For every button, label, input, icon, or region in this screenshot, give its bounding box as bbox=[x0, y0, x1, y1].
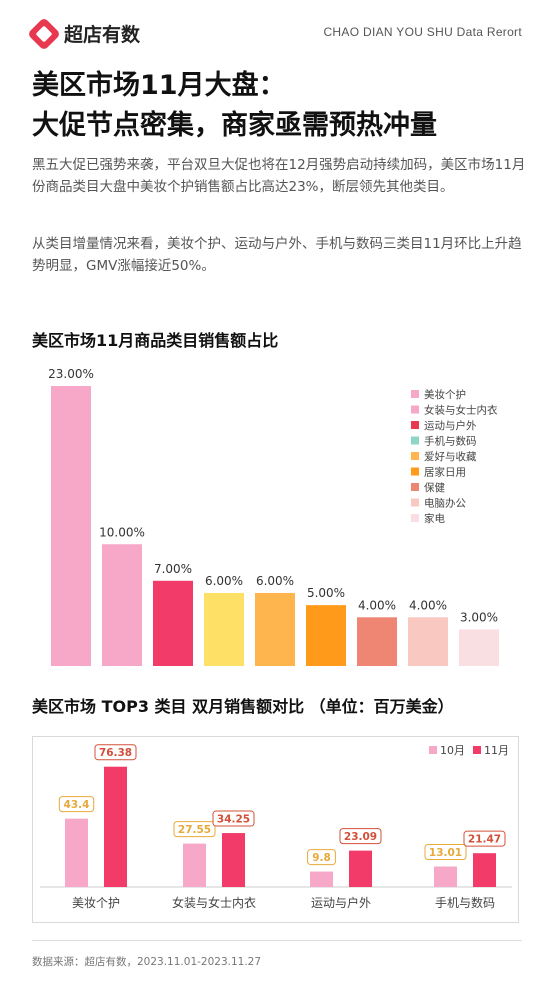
logo-text: 超店有数 bbox=[64, 24, 141, 46]
share-bar-5 bbox=[306, 605, 346, 666]
data-label-box-10月-0 bbox=[58, 796, 95, 813]
intro-paragraph-1: 黑五大促已强势来袭，平台双旦大促也将在12月强势启动持续加码，美区市场11月份商… bbox=[32, 157, 526, 195]
share-bar-1 bbox=[102, 544, 142, 666]
data-label-box-10月-1 bbox=[173, 821, 216, 838]
share-bar-8 bbox=[459, 629, 499, 666]
data-label-box-10月-3 bbox=[424, 844, 467, 861]
data-label-11月-1: 34.25 bbox=[217, 814, 250, 826]
comparison-bar-11月-1 bbox=[222, 833, 245, 887]
legend-swatch-2 bbox=[411, 421, 419, 429]
share-bar-2 bbox=[153, 580, 193, 666]
intro-paragraph-2: 从类目增量情况来看，美妆个护、运动与户外、手机与数码三类目11月环比上升趋势明显… bbox=[32, 236, 522, 274]
chart-frame bbox=[32, 736, 519, 923]
share-bar-6 bbox=[357, 617, 397, 666]
share-value-label-3: 6.00% bbox=[205, 574, 243, 588]
data-label-box-11月-2 bbox=[339, 828, 382, 845]
share-value-label-8: 3.00% bbox=[460, 610, 498, 624]
legend-swatch-6 bbox=[411, 483, 419, 491]
legend-label-8: 家电 bbox=[424, 512, 445, 525]
data-label-10月-3: 13.01 bbox=[429, 847, 462, 859]
legend-swatch-1 bbox=[411, 405, 419, 414]
legend2-swatch-0 bbox=[429, 746, 437, 754]
legend-label-1: 女装与女士内衣 bbox=[424, 404, 498, 417]
share-bar-0 bbox=[51, 386, 91, 666]
title-line-1: 美区市场11月大盘： bbox=[32, 70, 286, 101]
data-label-11月-2: 23.09 bbox=[344, 831, 377, 843]
legend2-label-0: 10月 bbox=[440, 744, 465, 757]
data-source-footer: 数据来源：超店有数，2023.11.01-2023.11.27 bbox=[32, 956, 262, 968]
page-title: 美区市场11月大盘： 大促节点密集，商家亟需预热冲量 bbox=[32, 66, 437, 146]
data-label-box-11月-0 bbox=[94, 744, 137, 761]
legend-swatch-4 bbox=[411, 452, 419, 460]
top3-comparison-chart-title: 美区市场 TOP3 类目 双月销售额对比 （单位：百万美金） bbox=[32, 697, 454, 716]
comparison-bar-11月-3 bbox=[473, 853, 496, 887]
legend-swatch-5 bbox=[411, 467, 419, 476]
top3-comparison-chart: 美妆个护 43.4 76.38 女装与女士内衣 27.55 34.25 运动与户外 9.8 23… bbox=[32, 736, 519, 923]
brand-english-name: CHAO DIAN YOU SHU Data Rerort bbox=[323, 25, 522, 39]
legend-swatch-0 bbox=[411, 390, 419, 398]
legend-swatch-8 bbox=[411, 514, 419, 522]
x-tick-label-1: 女装与女士内衣 bbox=[172, 895, 256, 910]
comparison-bar-11月-0 bbox=[104, 766, 127, 887]
share-bar-3 bbox=[204, 592, 244, 666]
share-value-label-2: 7.00% bbox=[154, 562, 192, 576]
title-line-2: 大促节点密集，商家亟需预热冲量 bbox=[32, 110, 437, 141]
data-label-10月-2: 9.8 bbox=[312, 852, 331, 864]
legend-swatch-7 bbox=[411, 498, 419, 507]
data-label-box-11月-1 bbox=[212, 810, 255, 827]
data-label-box-10月-2 bbox=[307, 849, 336, 866]
x-tick-label-2: 运动与户外 bbox=[311, 895, 371, 910]
diamond-logo-icon bbox=[27, 16, 61, 51]
header: 超店有数 CHAO DIAN YOU SHU Data Rerort bbox=[27, 16, 522, 51]
share-value-label-1: 10.00% bbox=[99, 525, 145, 539]
share-value-label-5: 5.00% bbox=[307, 586, 345, 600]
logo: 超店有数 bbox=[27, 16, 141, 51]
comparison-bar-10月-3 bbox=[434, 866, 457, 887]
legend-label-3: 手机与数码 bbox=[424, 435, 477, 448]
legend-label-2: 运动与户外 bbox=[424, 419, 477, 432]
comparison-bar-10月-1 bbox=[183, 843, 206, 887]
x-tick-label-3: 手机与数码 bbox=[435, 895, 495, 910]
legend-label-6: 保健 bbox=[424, 481, 445, 494]
share-value-label-4: 6.00% bbox=[256, 574, 294, 588]
comparison-bar-11月-2 bbox=[349, 850, 372, 887]
category-share-chart: 23.00% 10.00% 7.00% 6.00% 6.00% 5.00% 4.00% 4.0… bbox=[48, 367, 499, 666]
share-value-label-7: 4.00% bbox=[409, 598, 447, 612]
x-tick-label-0: 美妆个护 bbox=[72, 896, 120, 910]
data-label-box-11月-3 bbox=[463, 830, 506, 847]
legend-label-4: 爱好与收藏 bbox=[424, 450, 477, 463]
comparison-bar-10月-2 bbox=[310, 871, 333, 887]
legend-label-0: 美妆个护 bbox=[424, 388, 466, 401]
data-label-10月-0: 43.4 bbox=[64, 799, 90, 811]
footer-divider bbox=[32, 940, 522, 941]
comparison-bar-10月-0 bbox=[65, 818, 88, 887]
legend-label-5: 居家日用 bbox=[424, 466, 466, 479]
legend-label-7: 电脑办公 bbox=[424, 497, 466, 510]
share-value-label-0: 23.00% bbox=[48, 367, 94, 381]
share-bar-7 bbox=[408, 617, 448, 666]
data-label-11月-3: 21.47 bbox=[468, 834, 501, 846]
data-label-10月-1: 27.55 bbox=[178, 824, 211, 836]
share-value-label-6: 4.00% bbox=[358, 598, 396, 612]
category-share-chart-title: 美区市场11月商品类目销售额占比 bbox=[32, 331, 279, 350]
share-bar-4 bbox=[255, 592, 295, 666]
legend2-label-1: 11月 bbox=[484, 744, 509, 757]
legend-swatch-3 bbox=[411, 436, 419, 445]
legend2-swatch-1 bbox=[473, 746, 481, 754]
data-label-11月-0: 76.38 bbox=[99, 747, 132, 759]
